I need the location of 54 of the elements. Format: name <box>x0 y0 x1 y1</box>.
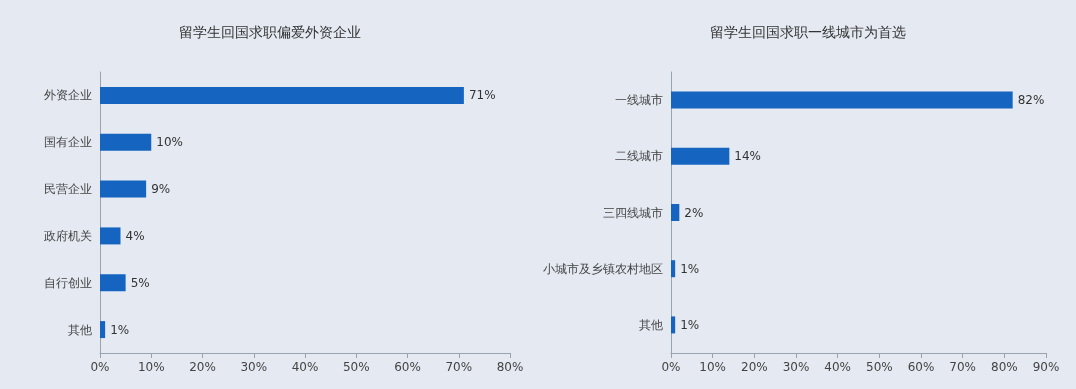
bar <box>671 147 730 165</box>
data-label: 1% <box>680 317 700 332</box>
y-tick-label: 国有企业 <box>44 135 92 150</box>
x-tick-label: 80% <box>496 360 524 374</box>
y-tick-label: 其他 <box>639 317 663 332</box>
x-tick-label: 60% <box>907 360 935 374</box>
bar <box>671 204 680 221</box>
x-tick-label: 10% <box>699 360 726 374</box>
chart-title: 留学生回国求职一线城市为首选 <box>710 24 906 40</box>
y-tick-label: 其他 <box>68 322 92 337</box>
data-label: 2% <box>684 205 704 220</box>
x-tick-label: 0% <box>661 360 681 374</box>
y-tick-label: 二线城市 <box>615 149 663 164</box>
x-tick-label: 20% <box>741 360 768 374</box>
data-label: 14% <box>734 149 762 164</box>
y-tick-label: 三四线城市 <box>603 205 663 220</box>
bar <box>100 180 147 198</box>
data-label: 4% <box>125 228 145 243</box>
chart-title: 留学生回国求职偏爱外资企业 <box>179 24 361 40</box>
bar <box>100 274 126 292</box>
x-tick-label: 90% <box>1032 360 1060 374</box>
x-tick-label: 70% <box>949 360 976 374</box>
bar <box>671 260 676 278</box>
bar <box>100 86 464 104</box>
x-tick-label: 0% <box>90 360 110 374</box>
x-tick-label: 80% <box>991 360 1018 374</box>
bar <box>100 227 121 245</box>
data-label: 1% <box>110 322 130 337</box>
data-label: 5% <box>130 275 150 290</box>
y-tick-label: 政府机关 <box>44 228 92 243</box>
x-tick-label: 40% <box>291 360 319 374</box>
x-tick-label: 70% <box>445 360 473 374</box>
x-tick-label: 40% <box>824 360 851 374</box>
y-tick-label: 自行创业 <box>44 275 92 290</box>
data-label: 82% <box>1017 93 1045 108</box>
data-label: 1% <box>680 261 700 276</box>
x-tick-label: 20% <box>189 360 216 374</box>
y-tick-label: 外资企业 <box>44 88 92 103</box>
x-tick-label: 50% <box>866 360 893 374</box>
x-tick-label: 30% <box>782 360 810 374</box>
data-label: 9% <box>151 182 171 197</box>
y-tick-label: 民营企业 <box>44 182 92 197</box>
data-label: 10% <box>156 135 183 150</box>
data-label: 71% <box>468 88 496 103</box>
bar <box>671 316 676 334</box>
x-tick-label: 60% <box>394 360 421 374</box>
bar <box>100 321 106 339</box>
x-tick-label: 10% <box>137 360 165 374</box>
bar <box>671 91 1013 109</box>
x-tick-label: 50% <box>342 360 370 374</box>
x-tick-label: 30% <box>240 360 268 374</box>
bar <box>100 133 152 151</box>
y-tick-label: 小城市及乡镇农村地区 <box>543 261 663 276</box>
y-tick-label: 一线城市 <box>615 93 663 108</box>
